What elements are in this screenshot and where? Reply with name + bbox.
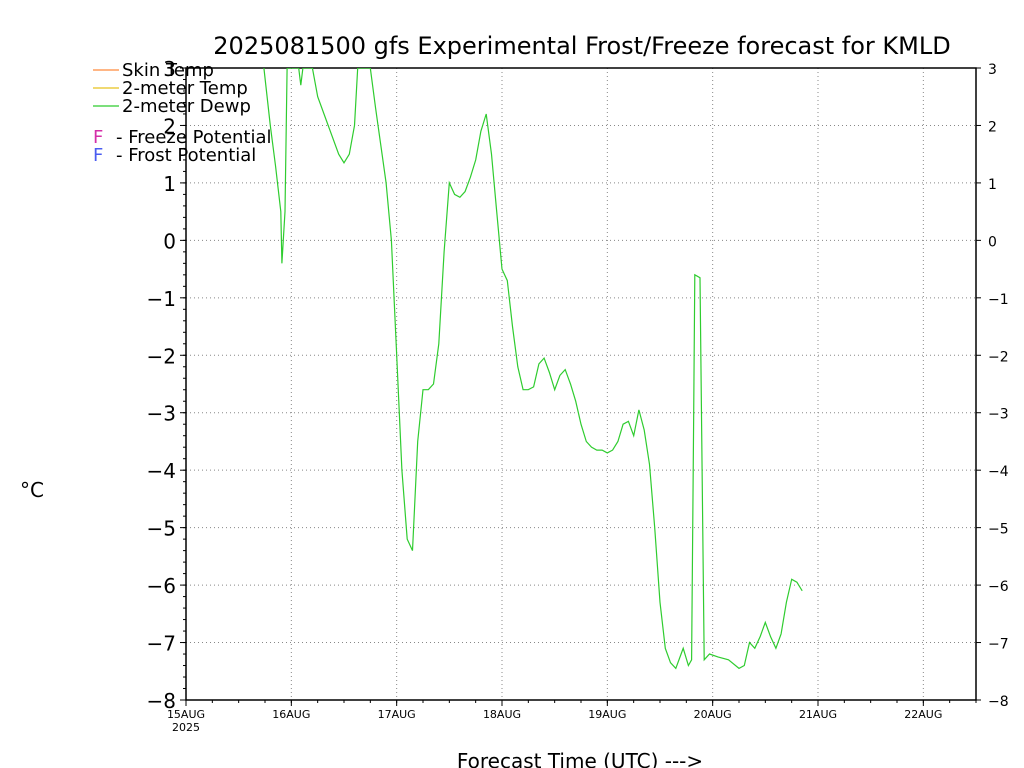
y-tick-label: 2	[163, 114, 176, 138]
y-tick-label: −6	[147, 574, 176, 598]
y-tick-label-right: −6	[988, 579, 1009, 595]
legend-label: 2-meter Dewp	[122, 96, 251, 117]
legend-potential-label: - Frost Potential	[116, 145, 256, 166]
x-tick-label: 22AUG	[904, 708, 942, 721]
x-tick-year-label: 2025	[172, 721, 200, 734]
legend-potential-symbol: F	[93, 127, 103, 148]
y-tick-label-right: 2	[988, 119, 997, 135]
y-axis-left: −8 −7 −6 −5 −4 −3 −2 −1 0 1 2 3	[147, 57, 186, 713]
y-tick-label-right: 1	[988, 177, 997, 193]
y-tick-label-right: −7	[988, 637, 1009, 653]
y-axis-label: °C	[20, 478, 44, 502]
series-layer	[263, 68, 803, 670]
chart-title: 2025081500 gfs Experimental Frost/Freeze…	[213, 32, 950, 60]
y-tick-label: −4	[147, 459, 176, 483]
x-tick-label: 20AUG	[694, 708, 732, 721]
y-tick-label: 1	[163, 172, 176, 196]
y-tick-label: −5	[147, 517, 176, 541]
y-tick-label: −8	[147, 689, 176, 713]
x-tick-label: 17AUG	[378, 708, 416, 721]
y-tick-label: 0	[163, 229, 176, 253]
x-axis: 15AUG 16AUG 17AUG 18AUG 19AUG 20AUG 21AUG 22AUG…	[167, 700, 977, 734]
y-tick-label: −2	[147, 344, 176, 368]
y-tick-label: 3	[163, 57, 176, 81]
legend-label: 2-meter Temp	[122, 78, 248, 99]
x-tick-label: 21AUG	[799, 708, 837, 721]
y-tick-label-right: 0	[988, 234, 997, 250]
y-axis-right: −8 −7 −6 −5 −4 −3 −2 −1 0 1 2 3	[976, 62, 1009, 710]
y-tick-label-right: −3	[988, 407, 1009, 423]
x-tick-label: 18AUG	[483, 708, 521, 721]
x-tick-label: 16AUG	[272, 708, 310, 721]
y-tick-label-right: −8	[988, 694, 1009, 710]
x-tick-label: 15AUG	[167, 708, 205, 721]
y-tick-label-right: −4	[988, 464, 1009, 480]
y-tick-label-right: −1	[988, 292, 1009, 308]
y-tick-label: −3	[147, 402, 176, 426]
y-tick-label: −1	[147, 287, 176, 311]
y-tick-label: −7	[147, 632, 176, 656]
series-line-2-meter-dewp	[263, 68, 803, 670]
legend-potential-label: - Freeze Potential	[116, 127, 272, 148]
x-tick-label: 19AUG	[588, 708, 626, 721]
grid	[186, 68, 976, 700]
x-axis-label: Forecast Time (UTC) --->	[457, 749, 703, 768]
y-tick-label-right: 3	[988, 62, 997, 78]
legend-label: Skin Temp	[122, 60, 214, 81]
y-tick-label-right: −5	[988, 522, 1009, 538]
legend-potential-symbol: F	[93, 145, 103, 166]
plot-frame	[185, 67, 977, 701]
y-tick-label-right: −2	[988, 349, 1009, 365]
